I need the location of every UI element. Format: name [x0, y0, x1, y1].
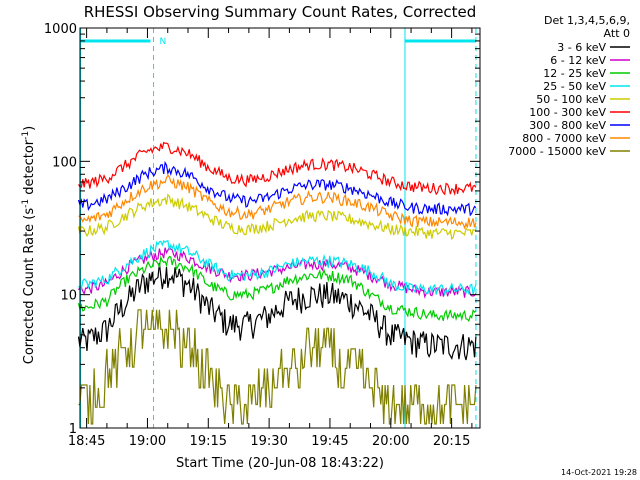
legend-label-3: 12 - 25 keV: [543, 67, 606, 80]
axes: 1 10 100 1000 18:45 19:00 19:15 19:30 19:45 20:00…: [44, 22, 481, 449]
ylabel-mid: detector: [22, 139, 37, 199]
series-line-5: [77, 193, 477, 241]
plot-frame: [79, 27, 481, 429]
ylabel-main: Corrected Count Rate (s: [22, 208, 37, 365]
y-tick-label-1000: 1000: [44, 22, 77, 37]
night-marker-label: N: [160, 37, 167, 47]
ylabel-end: ): [22, 126, 37, 131]
legend-label-5: 50 - 100 keV: [536, 93, 606, 106]
series-line-7: [77, 160, 477, 217]
ylabel-sup2: -1: [21, 131, 31, 140]
series-line-3: [77, 255, 477, 323]
svg-text:Corrected Count Rate (s-1 dete: Corrected Count Rate (s-1 detector-1): [21, 126, 37, 364]
x-tick-label-2000: 20:00: [372, 434, 409, 449]
legend-label-8: 800 - 7000 keV: [522, 132, 606, 145]
legend-label-7: 300 - 800 keV: [529, 119, 606, 132]
footer-timestamp: 14-Oct-2021 19:28: [561, 468, 637, 477]
series-line-9: [78, 309, 477, 425]
series-line-4: [78, 239, 477, 297]
x-tick-label-1945: 19:45: [311, 434, 348, 449]
legend-header-line-2: Att 0: [604, 27, 630, 40]
legend-label-6: 100 - 300 keV: [529, 106, 606, 119]
legend-label-9: 7000 - 15000 keV: [508, 145, 606, 158]
legend-label-1: 3 - 6 keV: [557, 41, 606, 54]
x-axis-label: Start Time (20-Jun-08 18:43:22): [176, 456, 384, 471]
x-tick-label-1845: 18:45: [68, 434, 105, 449]
series-line-6: [77, 141, 477, 197]
series-line-1: [77, 262, 477, 361]
x-tick-label-1900: 19:00: [129, 434, 166, 449]
legend-header-line-1: Det 1,3,4,5,6,9,: [544, 14, 630, 27]
y-tick-label-10: 10: [60, 289, 77, 304]
legend-label-2: 6 - 12 keV: [550, 54, 606, 67]
ylabel-sup1: -1: [21, 199, 31, 208]
plot-area: N: [77, 28, 477, 428]
y-tick-label-1: 1: [69, 422, 77, 437]
series-line-2: [77, 245, 477, 299]
x-tick-label-1930: 19:30: [250, 434, 287, 449]
y-tick-label-100: 100: [52, 155, 77, 170]
x-tick-label-1915: 19:15: [190, 434, 227, 449]
legend-label-4: 25 - 50 keV: [543, 80, 606, 93]
chart-title: RHESSI Observing Summary Count Rates, Co…: [84, 3, 477, 21]
series-line-8: [78, 173, 477, 230]
x-tick-label-2015: 20:15: [433, 434, 470, 449]
y-axis-label: Corrected Count Rate (s-1 detector-1): [21, 126, 37, 364]
